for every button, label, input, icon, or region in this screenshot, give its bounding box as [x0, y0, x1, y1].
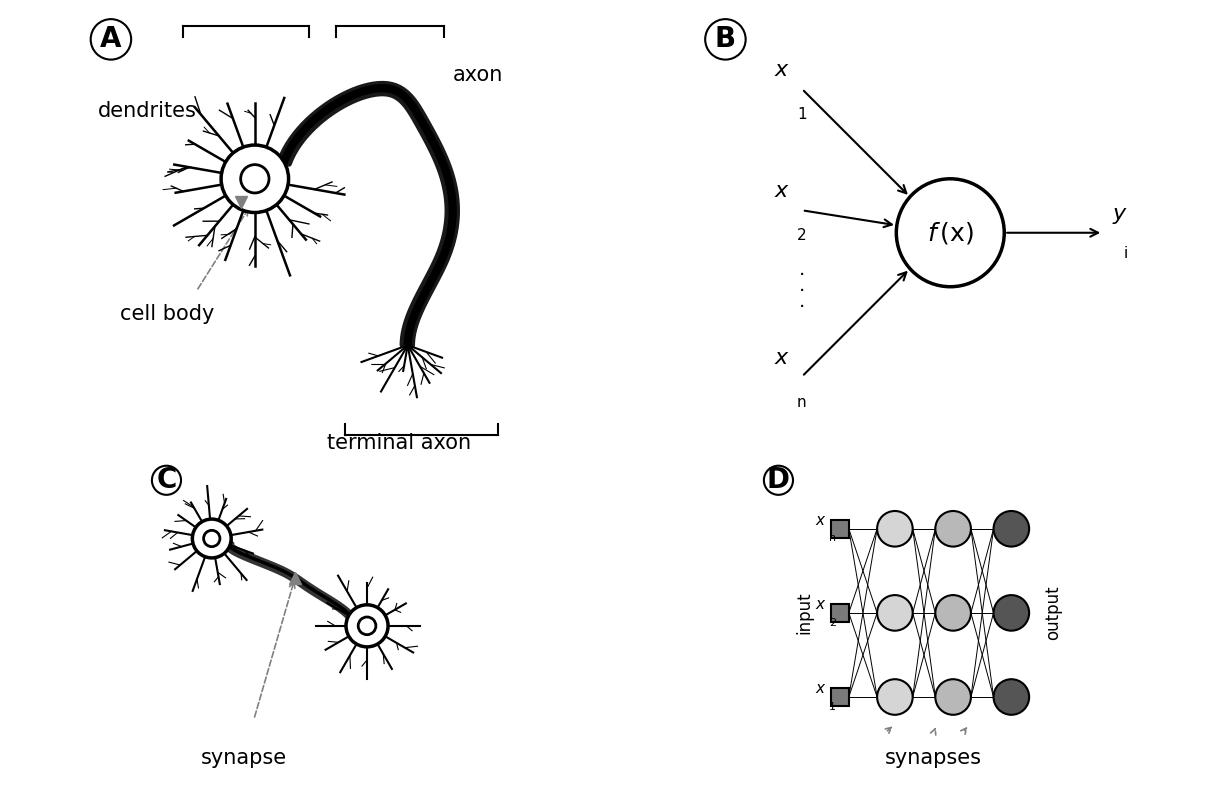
FancyBboxPatch shape	[831, 604, 849, 622]
Text: 2: 2	[797, 228, 807, 243]
FancyBboxPatch shape	[831, 688, 849, 706]
Circle shape	[222, 145, 288, 212]
Text: C: C	[156, 466, 177, 494]
Circle shape	[935, 679, 971, 715]
Circle shape	[877, 679, 913, 715]
Circle shape	[993, 595, 1029, 630]
Text: 2: 2	[828, 618, 836, 627]
Text: ·
·
·: · · ·	[799, 266, 805, 316]
Circle shape	[877, 511, 913, 547]
Circle shape	[896, 179, 1004, 286]
Text: i: i	[1124, 246, 1127, 261]
Text: 1: 1	[828, 701, 836, 712]
Text: B: B	[714, 25, 736, 54]
Text: output: output	[1044, 585, 1062, 640]
Text: cell body: cell body	[120, 304, 214, 323]
Text: x: x	[815, 597, 825, 612]
Text: x: x	[775, 348, 788, 368]
Circle shape	[993, 511, 1029, 547]
FancyBboxPatch shape	[831, 520, 849, 537]
Text: A: A	[101, 25, 121, 54]
Text: input: input	[796, 592, 814, 634]
Text: x: x	[775, 60, 788, 80]
Text: x: x	[815, 682, 825, 697]
Text: terminal axon: terminal axon	[327, 433, 471, 453]
Circle shape	[935, 511, 971, 547]
Circle shape	[935, 595, 971, 630]
Text: synapses: synapses	[885, 749, 982, 768]
Text: 1: 1	[797, 107, 807, 122]
Text: x: x	[775, 181, 788, 201]
Circle shape	[193, 519, 231, 558]
Text: D: D	[767, 466, 790, 494]
Circle shape	[877, 595, 913, 630]
Circle shape	[993, 679, 1029, 715]
Text: y: y	[1112, 204, 1125, 224]
Text: n: n	[828, 533, 836, 544]
Text: dendrites: dendrites	[97, 101, 196, 122]
Text: axon: axon	[453, 65, 503, 85]
Text: $f\,({\rm x})$: $f\,({\rm x})$	[926, 220, 974, 245]
Text: x: x	[815, 513, 825, 528]
Text: n: n	[797, 394, 807, 409]
Text: synapse: synapse	[201, 749, 287, 768]
Circle shape	[346, 605, 388, 647]
